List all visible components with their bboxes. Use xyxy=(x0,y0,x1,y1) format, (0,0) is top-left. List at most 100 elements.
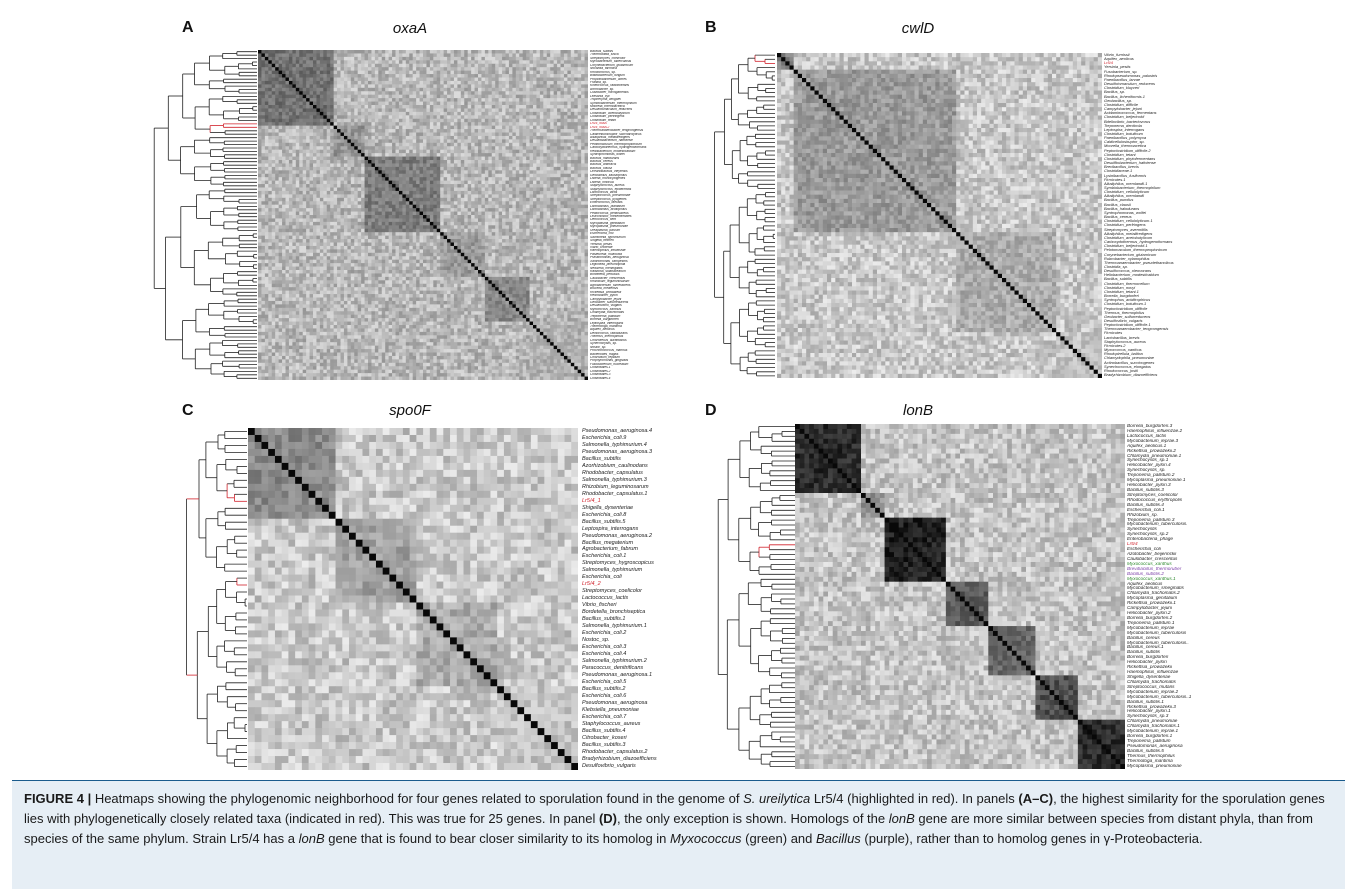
heatmap-cell xyxy=(282,211,286,216)
heatmap-cell xyxy=(460,63,465,68)
heatmap-cell xyxy=(581,129,585,133)
heatmap-cell xyxy=(330,190,335,195)
heatmap-cell xyxy=(433,170,438,175)
heatmap-cell xyxy=(292,91,297,96)
heatmap-cell xyxy=(488,135,493,140)
heatmap-cell xyxy=(436,215,441,219)
heatmap-cell xyxy=(405,194,410,199)
heatmap-cell xyxy=(519,197,524,202)
heatmap-cell xyxy=(471,173,475,178)
heatmap-cell xyxy=(302,156,307,161)
heatmap-cell xyxy=(306,142,310,147)
heatmap-cell xyxy=(319,166,324,171)
heatmap-cell xyxy=(471,60,475,65)
heatmap-cell xyxy=(361,129,365,133)
heatmap-cell xyxy=(309,170,314,175)
heatmap-cell xyxy=(347,101,352,106)
heatmap-cell xyxy=(474,166,479,171)
heatmap-cell xyxy=(316,197,321,202)
heatmap-cell xyxy=(581,197,585,202)
heatmap-cell xyxy=(584,87,588,92)
heatmap-cell xyxy=(385,201,390,206)
heatmap-cell xyxy=(453,101,458,106)
heatmap-cell xyxy=(543,70,548,75)
heatmap-cell xyxy=(574,101,579,106)
heatmap-cell xyxy=(381,135,386,140)
heatmap-cell xyxy=(536,201,541,206)
heatmap-cell xyxy=(295,111,300,116)
heatmap-cell xyxy=(533,98,537,102)
heatmap-cell xyxy=(570,56,575,61)
heatmap-cell xyxy=(488,101,493,106)
heatmap-cell xyxy=(306,132,310,137)
heatmap-cell xyxy=(388,125,393,130)
heatmap-cell xyxy=(570,156,575,161)
heatmap-cell xyxy=(285,135,290,140)
heatmap-cell xyxy=(563,53,568,58)
heatmap-cell xyxy=(460,80,465,85)
heatmap-cell xyxy=(546,60,551,65)
heatmap-cell xyxy=(474,163,479,168)
heatmap-cell xyxy=(505,190,510,195)
heatmap-cell xyxy=(292,211,297,216)
heatmap-cell xyxy=(381,132,386,137)
heatmap-cell xyxy=(529,56,534,61)
heatmap-cell xyxy=(416,129,420,133)
heatmap-cell xyxy=(271,177,276,182)
heatmap-cell xyxy=(416,98,420,102)
heatmap-cell xyxy=(299,98,304,102)
heatmap-cell xyxy=(302,60,307,65)
heatmap-cell xyxy=(560,153,565,157)
heatmap-cell xyxy=(292,132,297,137)
heatmap-cell xyxy=(309,187,314,192)
heatmap-cell xyxy=(508,215,513,219)
heatmap-cell xyxy=(515,215,520,219)
heatmap-cell xyxy=(484,70,489,75)
heatmap-cell xyxy=(405,208,410,212)
heatmap-cell xyxy=(302,170,307,175)
heatmap-cell xyxy=(450,135,455,140)
heatmap-cell xyxy=(464,197,469,202)
heatmap-cell xyxy=(285,208,290,212)
heatmap-cell xyxy=(550,84,555,89)
heatmap-cell xyxy=(550,87,555,92)
heatmap-cell xyxy=(478,184,482,188)
heatmap-cell xyxy=(419,190,424,195)
heatmap-cell xyxy=(402,173,407,178)
heatmap-cell xyxy=(313,50,317,54)
heatmap-cell xyxy=(426,215,431,219)
heatmap-cell xyxy=(440,184,445,188)
heatmap-cell xyxy=(423,208,427,212)
heatmap-cell xyxy=(436,129,441,133)
heatmap-cell xyxy=(570,173,575,178)
heatmap-cell xyxy=(275,56,280,61)
heatmap-cell xyxy=(309,115,314,120)
heatmap-cell xyxy=(533,211,537,216)
heatmap-cell xyxy=(313,129,317,133)
heatmap-cell xyxy=(557,142,561,147)
heatmap-cell xyxy=(546,197,551,202)
heatmap-cell xyxy=(340,132,345,137)
heatmap-cell xyxy=(581,153,585,157)
heatmap-cell xyxy=(453,111,458,116)
heatmap-cell xyxy=(368,163,372,168)
heatmap-cell xyxy=(423,132,427,137)
heatmap-cell xyxy=(419,160,424,164)
heatmap-cell xyxy=(271,63,276,68)
heatmap-cell xyxy=(508,149,513,154)
heatmap-cell xyxy=(299,163,304,168)
heatmap-cell xyxy=(313,125,317,130)
heatmap-cell xyxy=(433,115,438,120)
heatmap-cell xyxy=(570,166,575,171)
heatmap-cell xyxy=(563,187,568,192)
heatmap-cell xyxy=(416,122,420,127)
heatmap-cell xyxy=(313,190,317,195)
heatmap-cell xyxy=(574,80,579,85)
heatmap-cell xyxy=(409,91,414,96)
heatmap-cell xyxy=(426,139,431,144)
heatmap-cell xyxy=(398,125,403,130)
heatmap-cell xyxy=(350,194,355,199)
heatmap-cell xyxy=(484,63,489,68)
heatmap-cell xyxy=(374,101,379,106)
heatmap-cell xyxy=(443,215,448,219)
